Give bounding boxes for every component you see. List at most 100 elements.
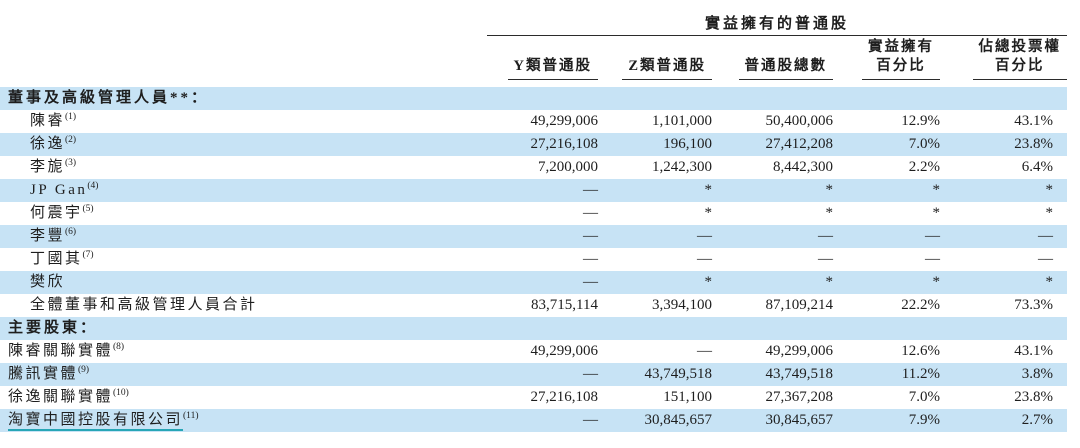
cell-value: —	[925, 228, 940, 244]
footnote-ref: (3)	[65, 158, 77, 168]
cell-value: —	[697, 251, 712, 267]
row-label: 主要股東：	[0, 317, 487, 340]
table-row: 陳睿(1) 49,299,006 1,101,000 50,400,006 12.9% 4…	[0, 110, 1067, 133]
cell-value: —	[1038, 228, 1054, 244]
table-row: 騰訊實體(9) — 43,749,518 43,749,518 11.2% 3.8%	[0, 363, 1068, 386]
cell-value: —	[818, 228, 833, 244]
cell-value: —	[583, 228, 598, 244]
row-label-text: 陳睿關聯實體	[8, 343, 114, 359]
column-header: Y類普通股	[487, 36, 598, 80]
row-label: 陳睿關聯實體(8)	[0, 340, 487, 363]
empty-label-cell	[0, 36, 487, 81]
cell-value: —	[583, 251, 598, 267]
cell-value	[487, 317, 598, 340]
cell-value: *	[1045, 205, 1054, 221]
row-label-text: 李豐	[30, 228, 66, 244]
cell-value: 50,400,006	[765, 113, 834, 129]
table-row: 丁國其(7) — — — — —	[0, 248, 1067, 271]
cell-value: —	[925, 251, 940, 267]
cell-value: 7,200,000	[538, 159, 598, 175]
cell-value: 43.1%	[1014, 343, 1054, 359]
cell-value: —	[583, 274, 598, 290]
cell-value	[487, 87, 598, 110]
cell-value: —	[583, 366, 598, 382]
footnote-ref: (2)	[65, 135, 77, 145]
cell-value: *	[1045, 274, 1054, 290]
cell-value: 23.8%	[1014, 389, 1054, 405]
header-spacer	[0, 80, 1067, 87]
row-label: 李豐(6)	[0, 225, 487, 248]
footnote-ref: (10)	[113, 388, 129, 398]
column-header-label: 普通股總數	[738, 57, 833, 80]
row-label: 丁國其(7)	[0, 248, 487, 271]
cell-value	[712, 87, 833, 110]
row-label-text: 徐逸	[30, 136, 66, 152]
cell-value	[940, 317, 1067, 340]
cell-value: 87,109,214	[765, 297, 834, 313]
cell-value: 22.2%	[901, 297, 940, 313]
cell-value: *	[932, 182, 941, 198]
row-label-text: 董事及高級管理人員**：	[8, 90, 210, 106]
row-label-text: 陳睿	[30, 113, 66, 129]
row-label: 騰訊實體(9)	[0, 363, 487, 386]
row-label: 陳睿(1)	[0, 110, 487, 133]
cell-value: *	[825, 274, 834, 290]
cell-value: 1,242,300	[652, 159, 712, 175]
table-row: 全體董事和高級管理人員合計 83,715,114 3,394,100 87,109,2…	[0, 294, 1067, 317]
cell-value: 11.2%	[901, 366, 940, 382]
footnote-ref: (11)	[183, 411, 199, 421]
shareholding-table: 實益擁有的普通股 Y類普通股 Z類普通股 普通股總數 實益擁有 百分比 佔總投票權 百分比 …	[0, 0, 1068, 432]
table-header: 實益擁有的普通股 Y類普通股 Z類普通股 普通股總數 實益擁有 百分比 佔總投票權 百分比	[0, 0, 1068, 87]
table-body: 董事及高級管理人員**： 陳睿(1) 49,299,006 1,101,000 50,4…	[0, 87, 1068, 432]
cell-value: 196,100	[663, 136, 712, 152]
row-label: 李旎(3)	[0, 156, 487, 179]
cell-value: —	[583, 412, 598, 428]
row-label-text: 樊欣	[30, 274, 66, 290]
cell-value: 83,715,114	[531, 297, 598, 313]
table-row: 主要股東：	[0, 317, 1068, 340]
cell-value: 27,216,108	[530, 136, 599, 152]
cell-value: 6.4%	[1021, 159, 1054, 175]
row-label-text: 何震宇	[30, 205, 83, 221]
footnote-ref: (4)	[87, 181, 99, 191]
cell-value: 49,299,006	[765, 343, 834, 359]
cell-value: 27,412,208	[765, 136, 834, 152]
table-row: JP Gan(4) — * * * *	[0, 179, 1068, 202]
column-header: 佔總投票權 百分比	[940, 36, 1068, 80]
footnote-ref: (8)	[113, 342, 125, 352]
cell-value	[712, 317, 833, 340]
footnote-ref: (5)	[82, 204, 94, 214]
row-label: 樊欣	[0, 271, 487, 294]
cell-value: 73.3%	[1014, 297, 1054, 313]
table-row: 董事及高級管理人員**：	[0, 87, 1068, 110]
shareholder-link[interactable]: 淘寶中國控股有限公司	[8, 412, 184, 431]
row-label: 何震宇(5)	[0, 202, 487, 225]
empty-corner-cell	[0, 0, 487, 36]
cell-value	[833, 317, 940, 340]
cell-value: 3.8%	[1021, 366, 1054, 382]
cell-value: —	[697, 343, 712, 359]
cell-value: 7.9%	[908, 412, 940, 428]
table-row: 徐逸關聯實體(10) 27,216,108 151,100 27,367,208 7.0…	[0, 386, 1067, 409]
group-header: 實益擁有的普通股	[487, 0, 1068, 36]
cell-value	[598, 317, 712, 340]
cell-value	[598, 87, 712, 110]
cell-value: *	[932, 274, 941, 290]
row-label: 董事及高級管理人員**：	[0, 87, 487, 110]
footnote-ref: (7)	[82, 250, 94, 260]
row-label-text: 全體董事和高級管理人員合計	[30, 297, 258, 313]
cell-value: —	[583, 182, 598, 198]
cell-value: *	[704, 205, 713, 221]
cell-value: 12.6%	[901, 343, 940, 359]
table-row: 淘寶中國控股有限公司(11) — 30,845,657 30,845,657 7.9% 2…	[0, 409, 1068, 432]
cell-value	[940, 87, 1067, 110]
cell-value: 27,216,108	[530, 389, 599, 405]
table-row: 樊欣 — * * * *	[0, 271, 1068, 294]
cell-value: —	[818, 251, 833, 267]
cell-value: 23.8%	[1014, 136, 1054, 152]
cell-value: *	[704, 182, 713, 198]
column-header-label: Y類普通股	[507, 57, 598, 80]
cell-value: 3,394,100	[652, 297, 712, 313]
row-label[interactable]: 淘寶中國控股有限公司(11)	[0, 409, 487, 432]
